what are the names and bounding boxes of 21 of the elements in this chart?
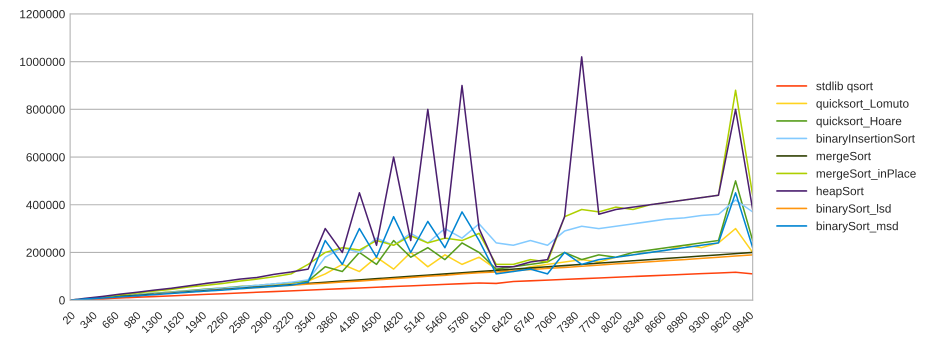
- legend-label: quicksort_Lomuto: [816, 99, 909, 110]
- legend-label: binarySort_msd: [816, 222, 898, 233]
- legend-label: mergeSort_inPlace: [816, 169, 916, 180]
- y-tick-label: 0: [59, 296, 65, 305]
- x-tick-label: 660: [101, 311, 120, 330]
- legend-label: binaryInsertionSort: [816, 134, 915, 146]
- y-tick-label: 400000: [26, 200, 65, 210]
- y-tick-label: 1000000: [20, 58, 65, 66]
- legend-label: binarySort_lsd: [816, 204, 891, 216]
- legend-label: mergeSort: [816, 152, 871, 163]
- y-tick-label: 600000: [26, 153, 65, 162]
- y-tick-label: 1200000: [20, 10, 65, 18]
- x-tick-label: 20: [62, 311, 76, 325]
- x-tick-label: 980: [123, 311, 142, 330]
- y-tick-label: 800000: [26, 105, 65, 114]
- x-tick-label: 340: [79, 311, 98, 330]
- legend-label: heapSort: [816, 186, 864, 198]
- line-series: [153, 254, 753, 296]
- legend-label: quicksort_Hoare: [816, 116, 902, 128]
- y-tick-label: 200000: [26, 248, 65, 257]
- legend-label: stdlib qsort: [816, 82, 873, 93]
